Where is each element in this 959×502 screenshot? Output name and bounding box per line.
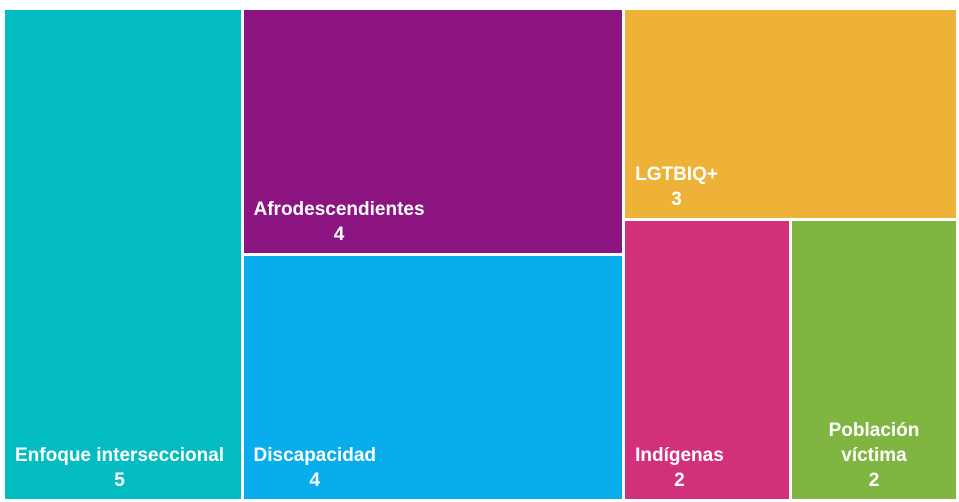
value-label: 5 — [114, 470, 125, 491]
category-label: Enfoque interseccional — [15, 445, 225, 466]
value-label: 3 — [671, 188, 682, 210]
tile: Enfoque interseccional 5 — [5, 10, 241, 499]
tile-label: Enfoque interseccional 5 — [15, 443, 224, 493]
value-label: 2 — [868, 469, 880, 491]
tile: LGTBIQ+ 3 — [625, 10, 956, 218]
value-label: 4 — [309, 470, 321, 491]
category-label: Afrodescendientes — [253, 199, 425, 220]
tile: Discapacidad 4 — [243, 256, 623, 499]
tile: Población víctima 2 — [792, 220, 956, 499]
category-label: Indígenas — [635, 444, 724, 466]
tile-label: Indígenas 2 — [635, 443, 724, 493]
tile: Afrodescendientes 4 — [243, 10, 623, 253]
value-label: 2 — [674, 469, 685, 491]
value-label: 4 — [333, 224, 345, 245]
category-label: Discapacidad — [253, 445, 377, 466]
tile-label: Discapacidad 4 — [254, 443, 377, 493]
category-label: Población víctima — [828, 419, 920, 466]
category-label: LGTBIQ+ — [635, 163, 718, 185]
tile: Indígenas 2 — [625, 220, 790, 499]
tile-label: Afrodescendientes 4 — [254, 197, 425, 247]
tile-label: Población víctima 2 — [802, 418, 946, 493]
tile-label: LGTBIQ+ 3 — [635, 162, 718, 212]
